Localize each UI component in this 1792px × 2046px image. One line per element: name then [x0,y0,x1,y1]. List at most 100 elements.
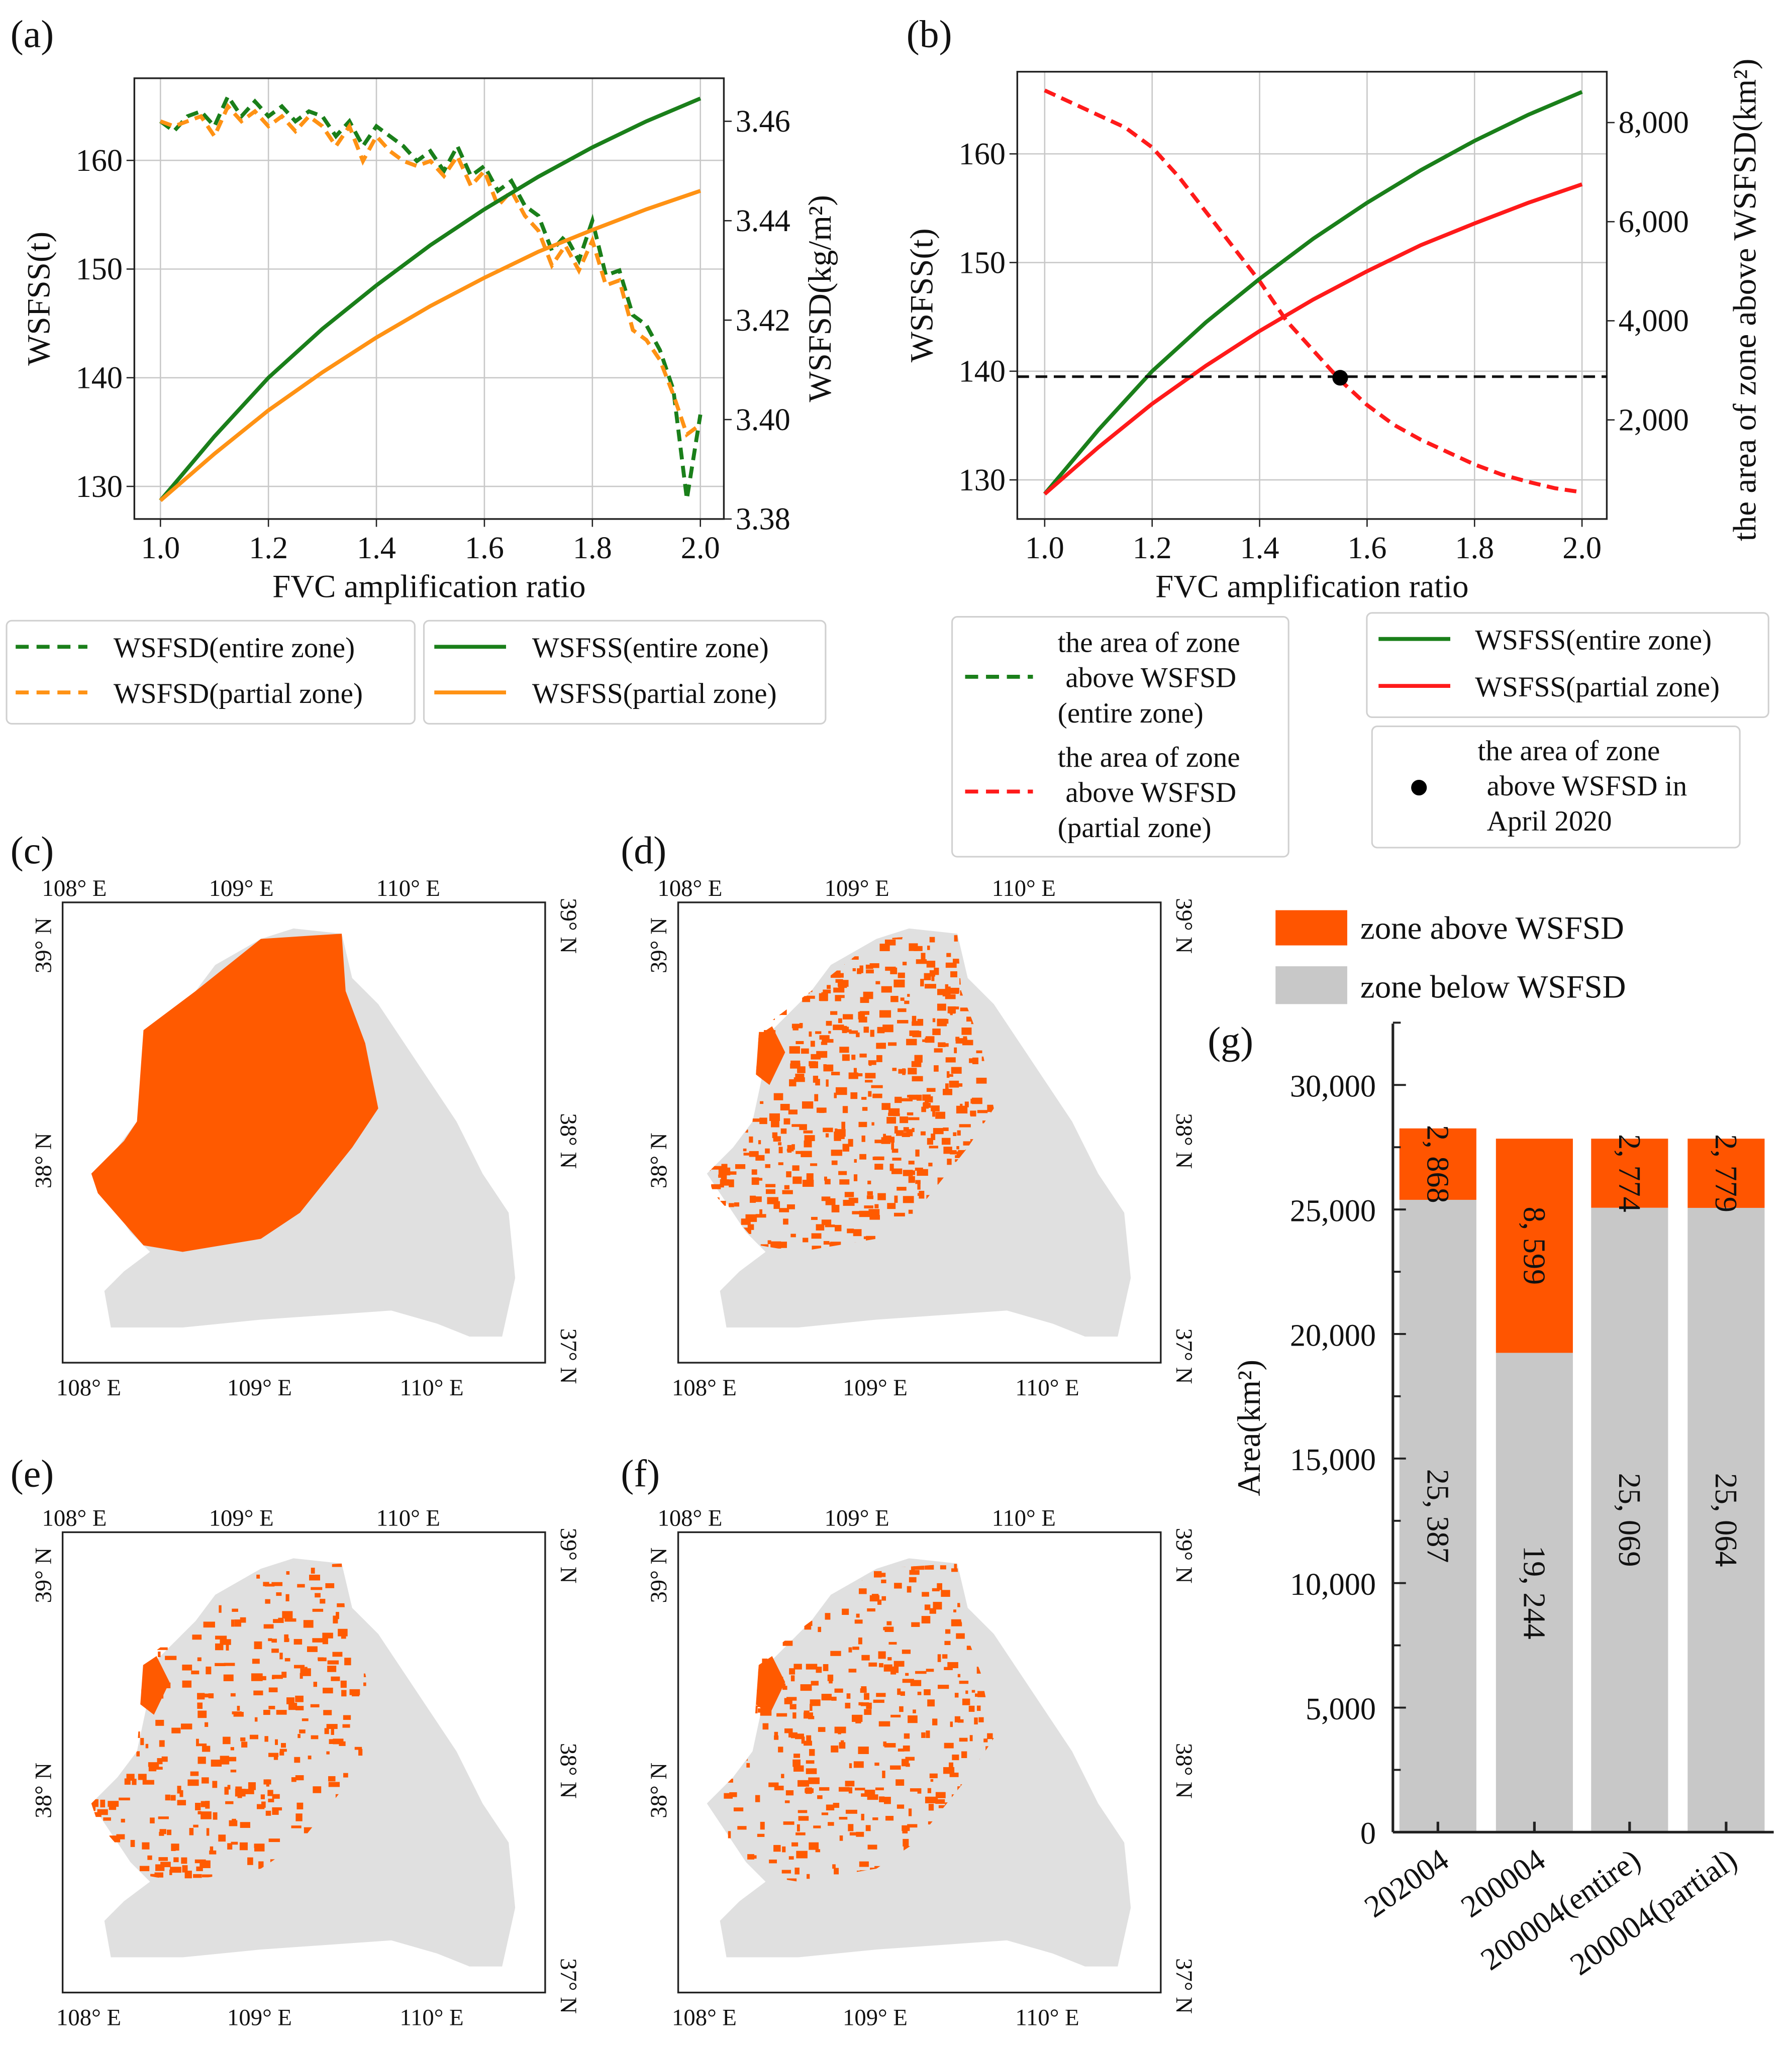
above-patch [753,1196,762,1202]
above-patch [126,1774,135,1781]
above-patch [839,1179,850,1185]
above-patch [170,1867,181,1873]
above-patch [874,1164,883,1170]
above-patch [852,1714,863,1722]
above-patch [728,1253,737,1258]
above-patch [891,1142,894,1150]
above-patch [96,1744,104,1750]
above-patch [839,1835,843,1841]
above-patch [735,1164,746,1169]
above-patch [768,1782,779,1787]
above-patch [943,1767,955,1774]
above-patch [921,953,926,960]
above-patch [198,1693,210,1698]
above-patch [870,1030,874,1037]
above-patch [935,1792,946,1798]
above-patch [764,939,769,945]
above-patch [769,984,781,992]
above-patch [111,1748,114,1751]
above-patch [134,1697,138,1701]
legend-label: WSFSS(partial zone) [1475,671,1720,703]
above-patch [887,1203,896,1209]
above-patch [218,1834,226,1842]
lat-label-right: 39° N [1171,898,1197,954]
above-patch [724,1793,733,1799]
above-patch [868,1662,877,1667]
above-patch [816,1667,822,1673]
bar-value-label: 8, 599 [1517,1206,1551,1285]
above-patch [312,1638,324,1643]
x-tick-label: 1.0 [1025,531,1064,565]
above-patch [818,1626,822,1632]
above-patch [874,1204,879,1208]
map-frame [677,901,1162,1364]
above-patch [894,1558,897,1563]
y-tick-label: 130 [76,470,123,504]
above-patch [109,1848,114,1856]
above-patch [872,1093,882,1098]
above-patch [715,1619,720,1623]
above-patch [932,1018,936,1022]
above-patch [788,1732,798,1737]
above-patch [735,1070,745,1075]
above-patch [117,1596,125,1599]
lon-label-top: 108° E [42,1505,107,1531]
above-patch [765,1189,775,1194]
above-patch [773,1136,781,1142]
above-patch [842,1014,853,1019]
above-patch [827,1674,834,1681]
above-patch [1002,995,1011,1000]
above-patch [834,1688,843,1693]
above-patch [814,1094,819,1101]
legend-label: April 2020 [1487,805,1612,837]
above-patch [874,1156,884,1160]
above-patch [721,943,725,949]
above-patch [264,1736,268,1742]
above-patch [888,1042,897,1046]
above-patch [313,1786,322,1793]
above-patch [731,1063,735,1067]
above-patch [853,1761,864,1768]
x-tick-label: 202004 [1358,1843,1455,1924]
above-patch [146,1577,156,1583]
above-patch [751,1705,758,1713]
above-patch [821,1219,832,1225]
above-patch [193,1824,198,1827]
above-patch [877,1193,886,1200]
lat-label-left: 38° N [646,1763,672,1818]
above-patch [881,986,892,993]
above-patch [297,1584,305,1588]
above-patch [155,1616,158,1622]
above-patch [96,1881,108,1882]
legend-box-wsfss [423,620,827,725]
above-patch [724,937,731,941]
above-patch [874,1140,885,1144]
above-patch [708,1567,717,1572]
above-patch [909,1577,917,1583]
x-tick-label: 1.4 [357,531,396,565]
above-patch [155,1864,165,1871]
above-patch [765,1148,770,1154]
above-patch [755,954,761,960]
above-patch [171,1727,181,1733]
lon-label-top: 108° E [42,875,107,901]
above-patch [861,1793,871,1797]
above-patch [97,1809,108,1815]
above-patch [784,1800,790,1803]
above-patch [759,1209,762,1216]
above-patch [712,941,719,948]
above-patch [859,1861,869,1867]
above-patch [279,1751,284,1756]
above-patch [858,1121,867,1128]
above-patch [867,1608,875,1612]
above-patch [908,1209,913,1214]
above-patch [806,1664,818,1670]
map-content [91,928,516,1337]
above-patch [323,1687,333,1694]
above-patch [715,1076,726,1082]
above-patch [227,1843,233,1850]
above-patch [737,979,741,983]
above-patch [140,1577,148,1581]
above-patch [882,1025,893,1033]
above-patch [267,1790,273,1796]
